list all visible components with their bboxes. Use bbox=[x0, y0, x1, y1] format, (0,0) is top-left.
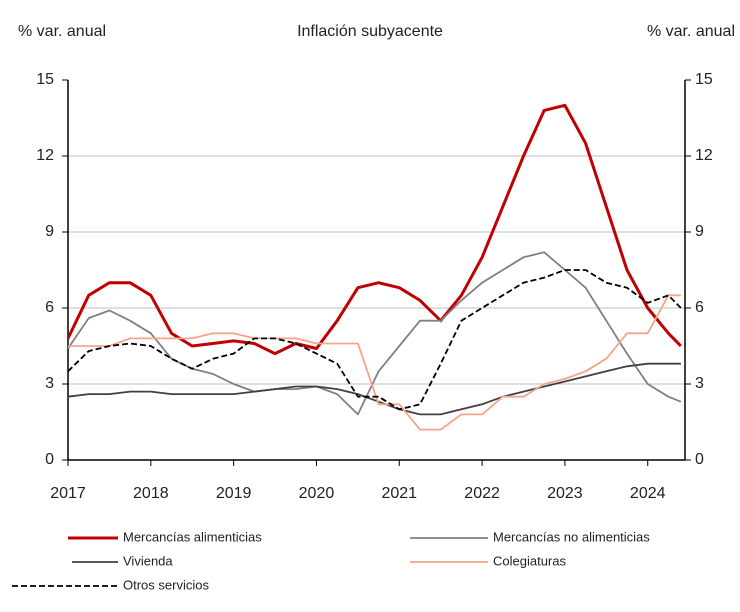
y2-tick-label: 9 bbox=[695, 223, 704, 240]
y-axis-label: % var. anual bbox=[18, 23, 106, 40]
series-line bbox=[68, 294, 681, 431]
legend-label: Colegiaturas bbox=[493, 553, 566, 568]
x-tick-label: 2022 bbox=[464, 485, 500, 502]
y-tick-label: 15 bbox=[36, 71, 54, 88]
series-line bbox=[67, 269, 682, 411]
legend-label: Vivienda bbox=[123, 553, 173, 568]
x-tick-label: 2019 bbox=[216, 485, 252, 502]
y-tick-label: 0 bbox=[45, 451, 54, 468]
series-line bbox=[66, 103, 682, 356]
y-tick-label: 9 bbox=[45, 223, 54, 240]
x-tick-label: 2020 bbox=[299, 485, 335, 502]
x-tick-label: 2018 bbox=[133, 485, 169, 502]
y2-tick-label: 6 bbox=[695, 299, 704, 316]
y-tick-label: 6 bbox=[45, 299, 54, 316]
x-tick-label: 2021 bbox=[381, 485, 417, 502]
y2-tick-label: 0 bbox=[695, 451, 704, 468]
x-tick-label: 2024 bbox=[630, 485, 666, 502]
legend-label: Mercancías alimenticias bbox=[123, 529, 262, 544]
y2-tick-label: 15 bbox=[695, 71, 713, 88]
legend-label: Mercancías no alimenticias bbox=[493, 529, 650, 544]
x-tick-label: 2023 bbox=[547, 485, 583, 502]
series-line bbox=[67, 362, 681, 416]
y2-tick-label: 12 bbox=[695, 147, 713, 164]
legend-label: Otros servicios bbox=[123, 577, 209, 592]
x-tick-label: 2017 bbox=[50, 485, 86, 502]
y-tick-label: 3 bbox=[45, 375, 54, 392]
y2-axis-label: % var. anual bbox=[647, 23, 735, 40]
y-tick-label: 12 bbox=[36, 147, 54, 164]
y2-tick-label: 3 bbox=[695, 375, 704, 392]
chart-title: Inflación subyacente bbox=[297, 23, 443, 40]
series-line bbox=[67, 251, 682, 416]
